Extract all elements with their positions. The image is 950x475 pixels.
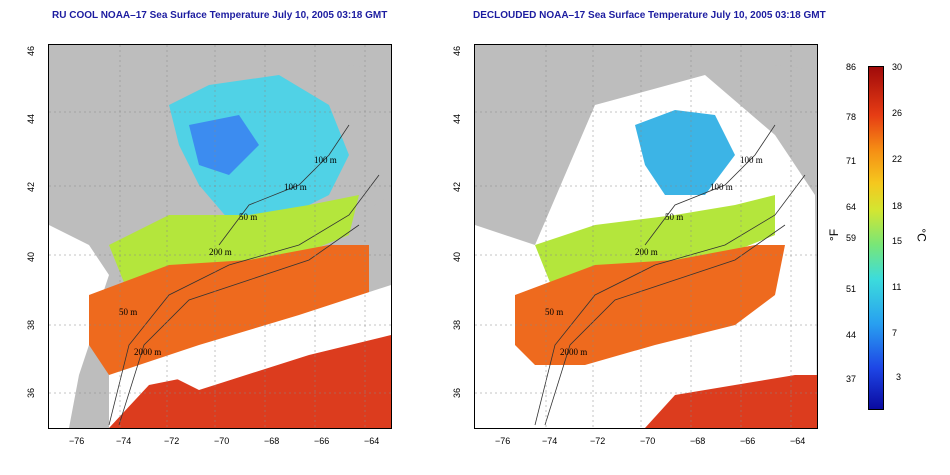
lon-tick-label: −68 [264,436,280,446]
colorbar-celsius-tick: 11 [892,282,902,292]
graticule [49,45,391,428]
lat-tick-label: 44 [26,113,37,125]
contour-label: 2000 m [560,347,587,357]
left-sst-map: 100 m 100 m 50 m 200 m 50 m 2000 m [48,44,392,429]
colorbar-celsius-tick: 7 [892,328,898,338]
lon-tick-label: −72 [164,436,180,446]
lon-tick-label: −70 [214,436,230,446]
isobath-contour [118,224,360,426]
colorbar-celsius-tick: 26 [892,108,903,118]
right-sst-map: 100 m 100 m 50 m 200 m 50 m 2000 m [474,44,818,429]
contour-label: 50 m [239,212,257,222]
lat-tick-label: 40 [452,251,463,263]
lat-tick-label: 38 [26,319,37,331]
contour-label: 50 m [665,212,683,222]
colorbar-fahrenheit-unit: °F [827,228,842,242]
colorbar-celsius-tick: 3 [896,372,902,382]
colorbar-celsius-unit: °C [914,228,929,242]
contour-label: 200 m [635,247,658,257]
lon-tick-label: −76 [495,436,511,446]
contour-label: 100 m [284,182,307,192]
colorbar-fahrenheit-tick: 64 [846,202,857,212]
graticule [475,45,817,428]
lon-tick-label: −66 [314,436,330,446]
lat-tick-label: 44 [452,113,463,125]
lat-tick-label: 36 [452,387,463,399]
contour-label: 100 m [314,155,337,165]
lat-tick-label: 46 [26,45,37,57]
contour-label: 2000 m [134,347,161,357]
lon-tick-label: −74 [542,436,558,446]
colorbar-fahrenheit-tick: 78 [846,112,857,122]
lat-tick-label: 36 [26,387,37,399]
isobath-contour [534,174,806,426]
lon-tick-label: −76 [69,436,85,446]
isobath-contour [544,224,786,426]
lon-tick-label: −70 [640,436,656,446]
left-map-title: RU COOL NOAA–17 Sea Surface Temperature … [52,10,388,21]
contour-label: 100 m [710,182,733,192]
colorbar-fahrenheit-tick: 59 [846,233,857,243]
contour-label: 100 m [740,155,763,165]
lat-tick-label: 42 [452,181,463,193]
contour-label: 50 m [119,307,137,317]
warm-water-region [515,245,785,365]
contour-label: 50 m [545,307,563,317]
cloud-region [169,300,391,390]
isobath-contour [644,124,776,246]
lat-tick-label: 42 [26,181,37,193]
colorbar-fahrenheit-tick: 71 [846,156,857,166]
cold-water-region [635,110,735,195]
colorbar-fahrenheit-tick: 51 [846,284,857,294]
lon-tick-label: −64 [790,436,806,446]
colorbar-celsius-tick: 18 [892,201,903,211]
land-region [49,225,109,428]
colorbar-fahrenheit-tick: 44 [846,330,857,340]
contour-label: 200 m [209,247,232,257]
colorbar-celsius-tick: 22 [892,154,903,164]
lon-tick-label: −66 [740,436,756,446]
warm-water-south [645,375,817,428]
cold-water-region [169,75,349,220]
lon-tick-label: −64 [364,436,380,446]
colorbar-celsius-tick: 15 [892,236,903,246]
lon-tick-label: −74 [116,436,132,446]
colorbar-fahrenheit-tick: 86 [846,62,857,72]
isobath-contour [108,174,380,426]
lon-tick-label: −72 [590,436,606,446]
lat-tick-label: 38 [452,319,463,331]
lat-tick-label: 40 [26,251,37,263]
isobath-contour [218,124,350,246]
lon-tick-label: −68 [690,436,706,446]
colorbar-celsius-tick: 30 [892,62,903,72]
warm-water-region [89,245,369,375]
temperature-colorbar [868,66,884,410]
colorbar-fahrenheit-tick: 37 [846,374,857,384]
lat-tick-label: 46 [452,45,463,57]
cold-water-patch [189,115,259,175]
right-map-title: DECLOUDED NOAA–17 Sea Surface Temperatur… [473,10,826,21]
